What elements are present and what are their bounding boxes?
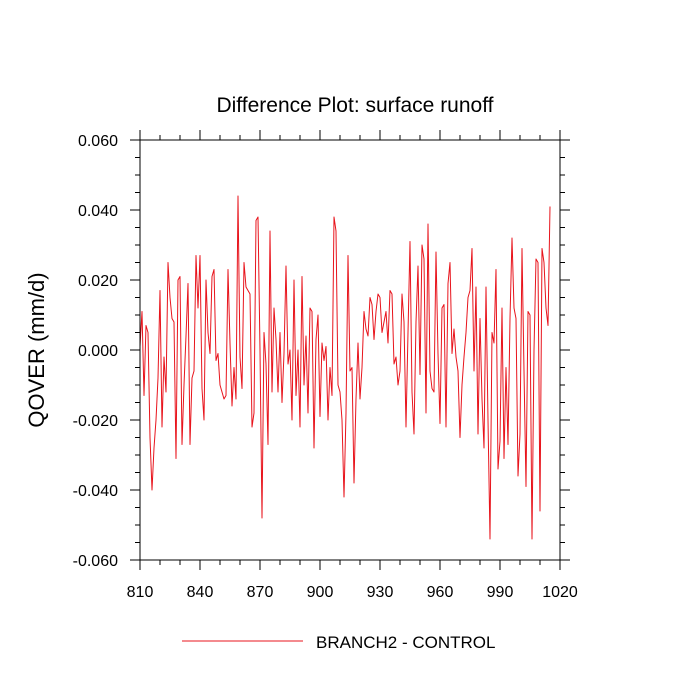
y-tick-label: 0.020 [78,273,118,290]
x-tick-label: 900 [307,584,334,601]
x-tick-label: 870 [247,584,274,601]
plot-frame [139,139,561,561]
y-tick-label: -0.040 [73,483,118,500]
x-tick-label: 840 [187,584,214,601]
y-tick-label: -0.060 [73,553,118,570]
y-tick-label: -0.020 [73,413,118,430]
x-tick-label: 810 [127,584,154,601]
x-tick-label: 990 [487,584,514,601]
axis-tick-labels: 810 840 870 900 930 960 990 1020 -0.060 -0.040 -0.… [73,133,578,601]
x-tick-label: 960 [427,584,454,601]
x-tick-label: 930 [367,584,394,601]
chart-title: Difference Plot: surface runoff [216,94,493,117]
legend: BRANCH2 - CONTROL [182,633,495,652]
y-axis-label: QOVER (mm/d) [24,272,49,427]
y-tick-label: 0.060 [78,133,118,150]
y-tick-label: 0.000 [78,343,118,360]
y-tick-label: 0.040 [78,203,118,220]
series-layer [139,195,551,540]
legend-label: BRANCH2 - CONTROL [316,633,495,652]
x-tick-label: 1020 [542,584,578,601]
axis-ticks [130,130,570,570]
series-line [139,195,551,540]
